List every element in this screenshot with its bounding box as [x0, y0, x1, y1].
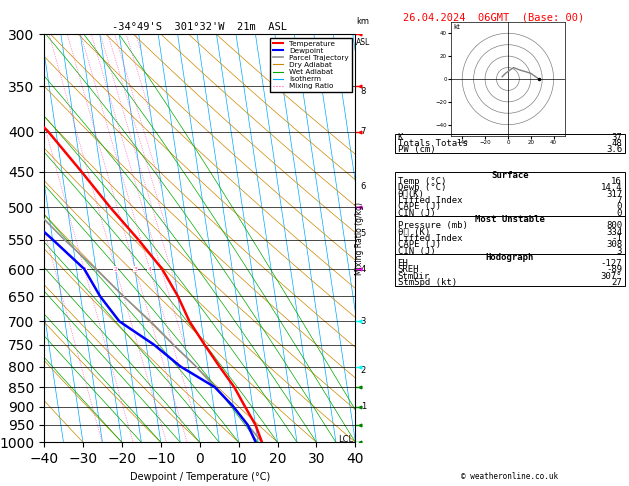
Text: 16: 16: [611, 177, 622, 186]
Text: CAPE (J): CAPE (J): [398, 240, 440, 249]
Text: © weatheronline.co.uk: © weatheronline.co.uk: [461, 472, 558, 481]
Text: 6: 6: [360, 182, 366, 191]
Text: 5: 5: [360, 229, 366, 238]
Text: Surface: Surface: [491, 171, 528, 180]
Text: 1: 1: [360, 402, 366, 411]
Text: θᴄ(K): θᴄ(K): [398, 190, 425, 199]
Text: km: km: [357, 17, 370, 26]
Text: PW (cm): PW (cm): [398, 145, 435, 155]
Text: θᴄ (K): θᴄ (K): [398, 227, 430, 237]
Text: ASL: ASL: [356, 38, 370, 47]
Text: 3: 3: [360, 317, 366, 326]
Text: -127: -127: [601, 259, 622, 268]
Text: Most Unstable: Most Unstable: [475, 215, 545, 224]
Text: -1: -1: [611, 234, 622, 243]
Text: 334: 334: [606, 227, 622, 237]
Text: CIN (J): CIN (J): [398, 246, 435, 256]
Text: -89: -89: [606, 265, 622, 275]
Text: Lifted Index: Lifted Index: [398, 234, 462, 243]
Text: K: K: [398, 133, 403, 142]
Text: 48: 48: [611, 139, 622, 148]
Text: 800: 800: [606, 221, 622, 230]
Text: StmDir: StmDir: [398, 272, 430, 281]
Text: 14.4: 14.4: [601, 183, 622, 192]
Text: SREH: SREH: [398, 265, 419, 275]
X-axis label: Dewpoint / Temperature (°C): Dewpoint / Temperature (°C): [130, 471, 270, 482]
Text: Hodograph: Hodograph: [486, 253, 534, 262]
Text: 317: 317: [606, 190, 622, 199]
Legend: Temperature, Dewpoint, Parcel Trajectory, Dry Adiabat, Wet Adiabat, Isotherm, Mi: Temperature, Dewpoint, Parcel Trajectory…: [270, 37, 352, 92]
Text: 3: 3: [133, 266, 137, 272]
Text: Totals Totals: Totals Totals: [398, 139, 467, 148]
Text: kt: kt: [453, 24, 460, 30]
Text: 308: 308: [606, 240, 622, 249]
Text: Lifted Index: Lifted Index: [398, 196, 462, 205]
Text: 4: 4: [360, 264, 366, 274]
Text: 37: 37: [611, 133, 622, 142]
Text: 2: 2: [360, 366, 366, 375]
Text: 27: 27: [611, 278, 622, 287]
Text: 2: 2: [114, 266, 118, 272]
Text: CIN (J): CIN (J): [398, 208, 435, 218]
Text: 0: 0: [616, 202, 622, 211]
Title: -34°49'S  301°32'W  21m  ASL: -34°49'S 301°32'W 21m ASL: [112, 22, 287, 32]
Text: 1: 1: [82, 266, 86, 272]
Text: CAPE (J): CAPE (J): [398, 202, 440, 211]
Text: 3: 3: [616, 246, 622, 256]
Text: Mixing Ratio (g/kg): Mixing Ratio (g/kg): [355, 202, 364, 275]
Text: 0: 0: [616, 208, 622, 218]
Text: 8: 8: [360, 87, 366, 96]
Text: 7: 7: [616, 196, 622, 205]
Text: Temp (°C): Temp (°C): [398, 177, 446, 186]
Text: EH: EH: [398, 259, 408, 268]
Text: Dewp (°C): Dewp (°C): [398, 183, 446, 192]
Text: Pressure (mb): Pressure (mb): [398, 221, 467, 230]
Text: LCL: LCL: [338, 435, 353, 444]
Text: 3.6: 3.6: [606, 145, 622, 155]
Text: 26.04.2024  06GMT  (Base: 00): 26.04.2024 06GMT (Base: 00): [403, 12, 584, 22]
Text: 4: 4: [148, 266, 152, 272]
Text: StmSpd (kt): StmSpd (kt): [398, 278, 457, 287]
Text: 307°: 307°: [601, 272, 622, 281]
Text: 7: 7: [360, 127, 366, 136]
